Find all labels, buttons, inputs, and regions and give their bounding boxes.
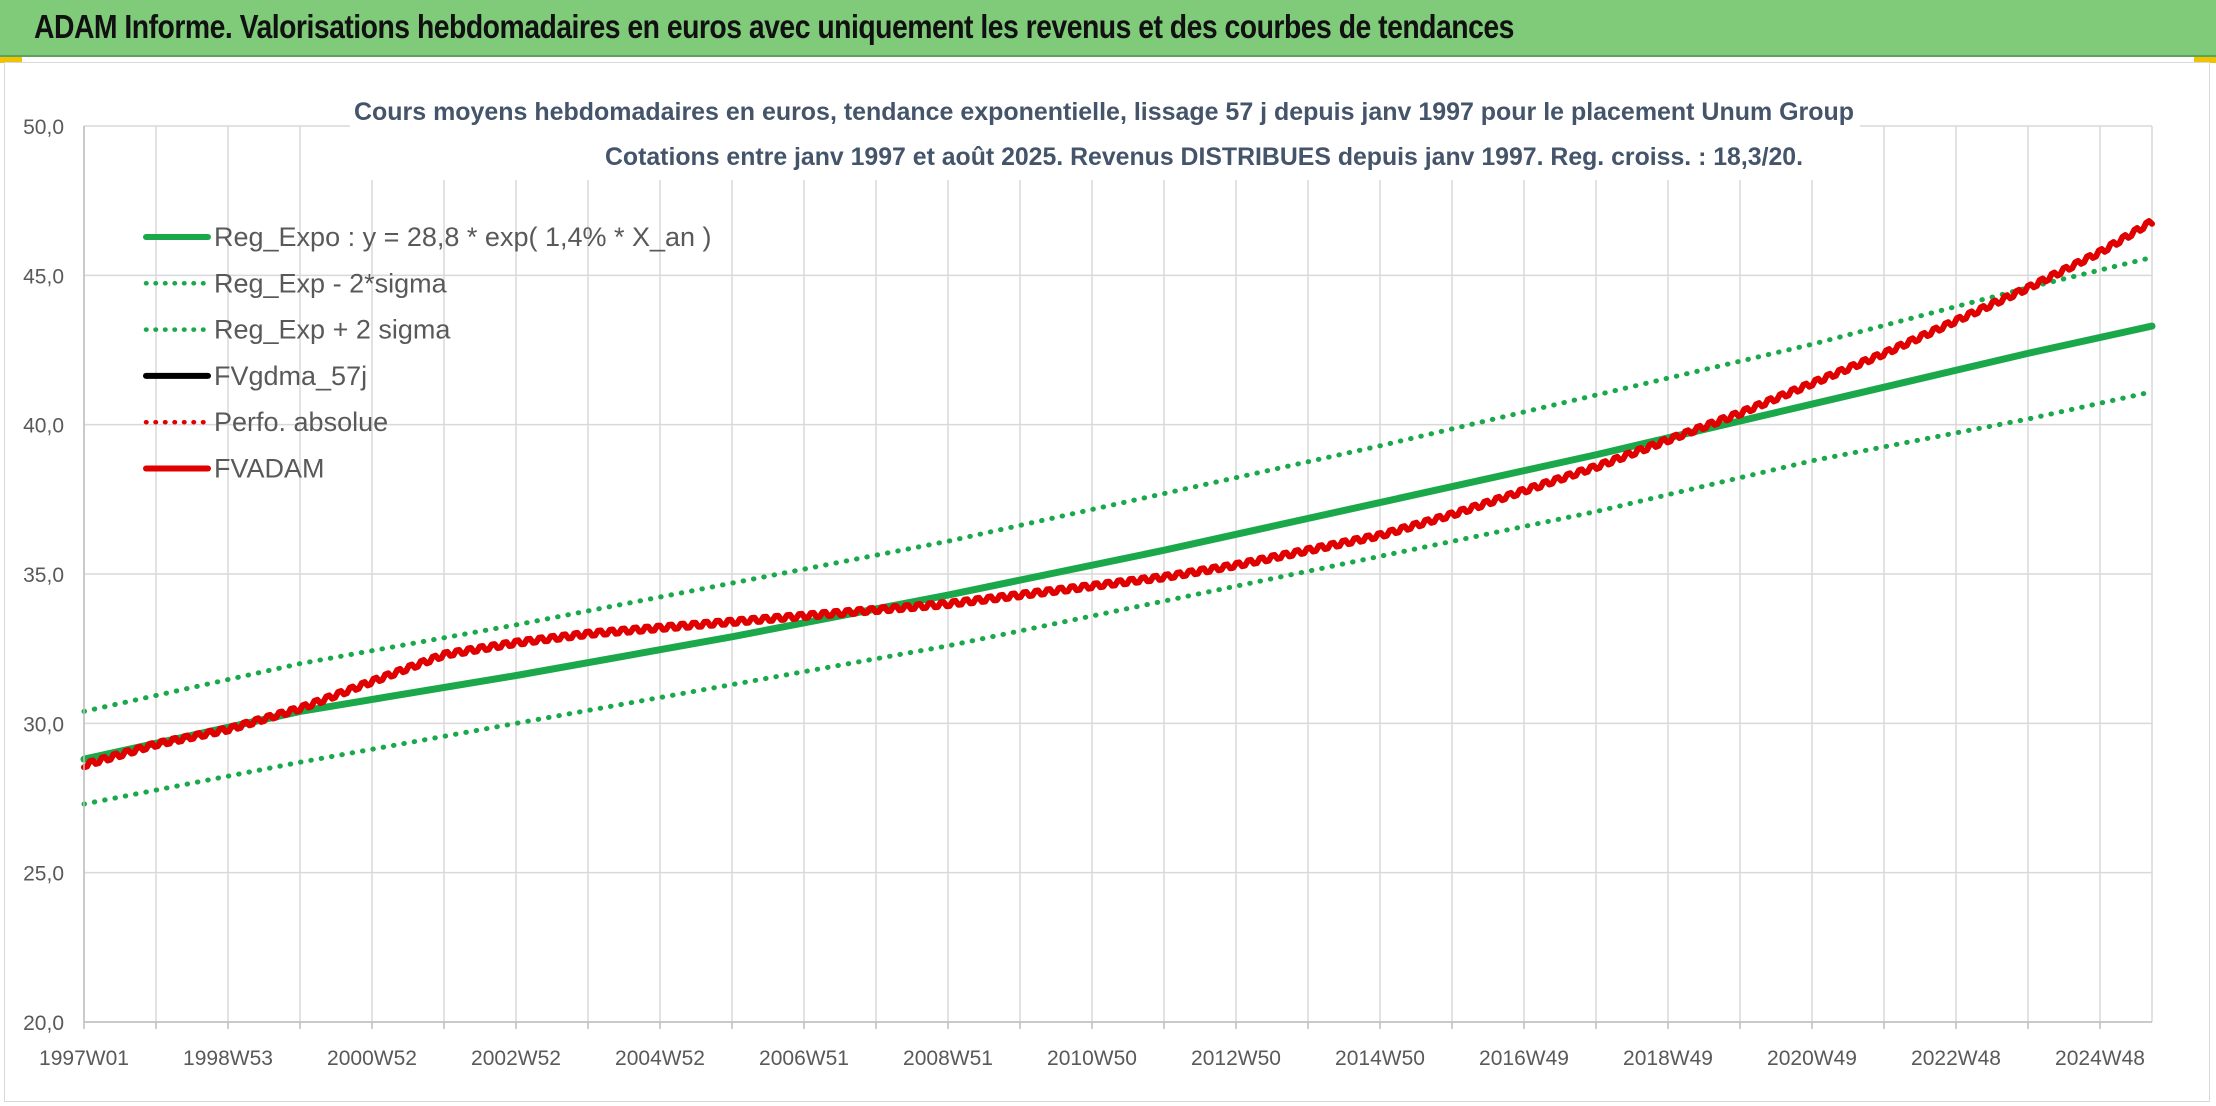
legend-label: Reg_Exp - 2*sigma — [214, 268, 448, 298]
chart-title: Cours moyens hebdomadaires en euros, ten… — [354, 98, 1854, 126]
x-tick-label: 2022W48 — [1911, 1047, 2001, 1070]
series-line-2 — [81, 254, 2155, 714]
chart-frame — [4, 62, 2210, 1102]
x-tick-label: 2024W48 — [2055, 1047, 2145, 1070]
header-title: ADAM Informe. Valorisations hebdomadaire… — [34, 8, 1514, 45]
x-tick-label: 2004W52 — [615, 1047, 705, 1070]
x-tick-label: 1997W01 — [39, 1047, 129, 1070]
y-tick-label: 45,0 — [23, 265, 64, 288]
legend-label: FVgdma_57j — [214, 361, 367, 391]
legend-label: Perfo. absolue — [214, 407, 388, 437]
title-background — [350, 88, 1860, 180]
x-tick-label: 2016W49 — [1479, 1047, 1569, 1070]
y-tick-label: 25,0 — [23, 863, 64, 886]
x-tick-label: 2020W49 — [1767, 1047, 1857, 1070]
x-tick-label: 2002W52 — [471, 1047, 561, 1070]
legend-label: Reg_Expo : y = 28,8 * exp( 1,4% * X_an ) — [214, 222, 712, 252]
axes: 20,0 25,0 30,0 35,0 40,0 45,0 50,0 1997W01 1998W… — [23, 116, 2152, 1070]
y-tick-label: 20,0 — [23, 1012, 64, 1035]
chart-titles: Cours moyens hebdomadaires en euros, ten… — [350, 88, 1860, 180]
x-tick-label: 2010W50 — [1047, 1047, 1137, 1070]
x-tick-label: 2012W50 — [1191, 1047, 1281, 1070]
series-line-0 — [80, 322, 2156, 763]
x-tick-label: 2008W51 — [903, 1047, 993, 1070]
x-tick-label: 2014W50 — [1335, 1047, 1425, 1070]
x-tick-label: 1998W53 — [183, 1047, 273, 1070]
legend-label: Reg_Exp + 2 sigma — [214, 315, 451, 345]
series-line-3 — [81, 218, 2155, 771]
x-tick-label: 2006W51 — [759, 1047, 849, 1070]
chart-subtitle: Cotations entre janv 1997 et août 2025. … — [605, 143, 1803, 171]
series-line-1 — [81, 389, 2155, 807]
legend: Reg_Expo : y = 28,8 * exp( 1,4% * X_an )… — [143, 222, 712, 484]
y-tick-label: 50,0 — [23, 116, 64, 139]
y-tick-label: 30,0 — [23, 713, 64, 736]
y-tick-label: 40,0 — [23, 415, 64, 438]
grid — [83, 125, 2153, 1023]
y-tick-label: 35,0 — [23, 564, 64, 587]
x-tick-label: 2018W49 — [1623, 1047, 1713, 1070]
corner-mark-right — [2194, 57, 2216, 63]
legend-label: FVADAM — [214, 454, 325, 484]
x-tick-label: 2000W52 — [327, 1047, 417, 1070]
series-layer — [80, 218, 2156, 807]
header-banner: ADAM Informe. Valorisations hebdomadaire… — [0, 0, 2216, 57]
corner-mark-left — [0, 57, 22, 63]
